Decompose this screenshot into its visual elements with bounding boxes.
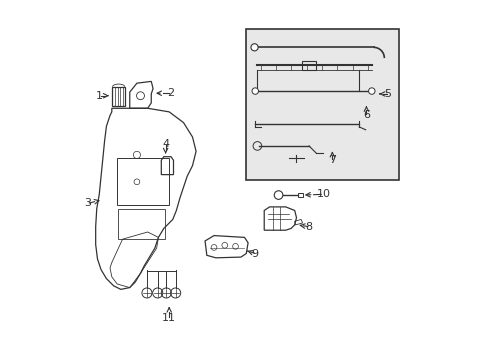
- Circle shape: [251, 88, 258, 94]
- Bar: [246, 30, 398, 180]
- Circle shape: [250, 44, 258, 51]
- Text: 4: 4: [162, 139, 169, 149]
- Text: 9: 9: [251, 248, 258, 258]
- Text: 2: 2: [167, 88, 174, 98]
- Text: 1: 1: [96, 91, 102, 101]
- Text: 8: 8: [305, 222, 312, 231]
- Bar: [301, 60, 316, 69]
- Text: 3: 3: [84, 198, 91, 208]
- Bar: [117, 158, 169, 205]
- Text: 7: 7: [328, 155, 335, 165]
- Bar: [112, 87, 125, 107]
- Text: 5: 5: [384, 89, 390, 99]
- Text: 11: 11: [162, 313, 176, 323]
- Text: 10: 10: [316, 189, 330, 199]
- Circle shape: [368, 88, 374, 94]
- Bar: [118, 209, 164, 239]
- Bar: [298, 193, 303, 197]
- Text: 6: 6: [362, 111, 369, 121]
